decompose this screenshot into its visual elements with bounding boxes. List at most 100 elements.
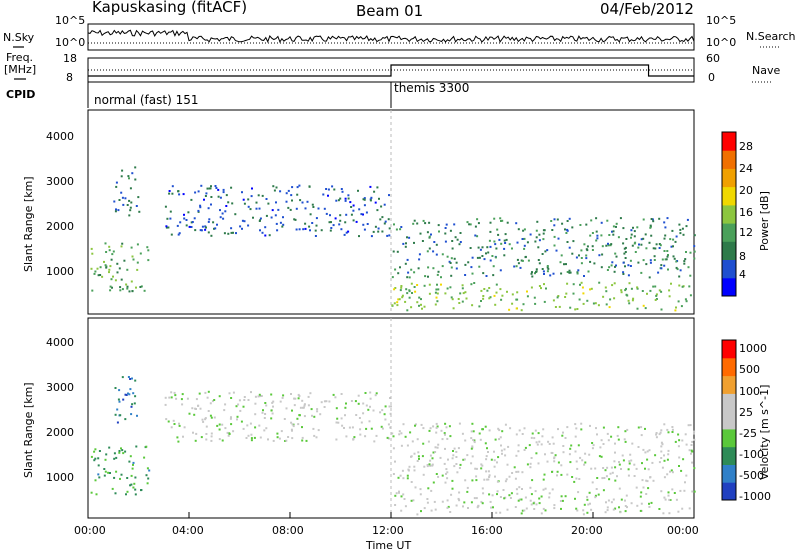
velocity-echo-cell — [164, 403, 167, 406]
velocity-colorbar-cell — [722, 428, 736, 448]
velocity-colorbar-cell — [722, 340, 736, 359]
velocity-echo-cell — [297, 397, 300, 400]
power-echo-cell — [285, 192, 288, 195]
velocity-echo-cell — [130, 474, 133, 477]
velocity-echo-cell — [501, 452, 503, 455]
velocity-echo-cell — [291, 423, 294, 426]
power-echo-cell — [112, 250, 115, 253]
velocity-echo-cell — [463, 458, 466, 461]
velocity-echo-cell — [372, 409, 375, 412]
velocity-echo-cell — [439, 456, 442, 459]
velocity-echo-cell — [691, 461, 694, 464]
power-echo-cell — [171, 185, 174, 188]
velocity-echo-cell — [644, 427, 646, 430]
velocity-echo-cell — [455, 456, 458, 458]
power-echo-cell — [586, 299, 589, 302]
velocity-echo-cell — [444, 422, 447, 425]
power-echo-cell — [462, 292, 465, 295]
velocity-echo-cell — [310, 408, 313, 411]
velocity-echo-cell — [569, 447, 572, 450]
velocity-echo-cell — [664, 498, 667, 501]
velocity-echo-cell — [514, 506, 517, 508]
velocity-echo-cell — [641, 479, 644, 482]
velocity-echo-cell — [521, 509, 524, 512]
velocity-echo-cell — [174, 394, 177, 397]
velocity-echo-cell — [557, 428, 559, 431]
power-echo-cell — [450, 257, 453, 260]
velocity-echo-cell — [603, 477, 606, 479]
power-colorbar-cell — [722, 132, 736, 151]
power-cb-tick-8: 8 — [739, 250, 746, 263]
velocity-echo-cell — [463, 501, 466, 504]
velocity-echo-cell — [544, 509, 547, 512]
power-echo-cell — [566, 229, 569, 232]
velocity-echo-cell — [486, 478, 489, 481]
power-echo-cell — [654, 285, 657, 288]
power-echo-cell — [325, 188, 328, 190]
power-echo-cell — [511, 302, 514, 305]
velocity-echo-cell — [328, 400, 331, 403]
velocity-echo-cell — [678, 456, 681, 459]
power-echo-cell — [188, 225, 191, 228]
power-echo-cell — [416, 301, 419, 304]
velocity-echo-cell — [103, 468, 106, 470]
velocity-echo-cell — [537, 462, 540, 465]
power-echo-cell — [585, 254, 588, 257]
velocity-echo-cell — [429, 459, 432, 462]
velocity-echo-cell — [613, 460, 616, 463]
velocity-echo-cell — [497, 427, 500, 430]
velocity-echo-cell — [357, 402, 360, 405]
velocity-echo-cell — [400, 444, 403, 447]
velocity-echo-cell — [114, 492, 117, 495]
velocity-echo-cell — [623, 438, 626, 441]
power-echo-cell — [147, 249, 150, 252]
power-echo-cell — [402, 242, 405, 245]
velocity-echo-cell — [607, 439, 610, 442]
power-echo-cell — [377, 230, 380, 233]
power-echo-cell — [408, 296, 411, 299]
velocity-echo-cell — [685, 474, 688, 477]
power-echo-cell — [337, 199, 340, 202]
power-ytick-3000: 3000 — [46, 175, 74, 188]
power-echo-cell — [682, 233, 685, 236]
power-echo-cell — [264, 234, 267, 237]
velocity-echo-cell — [458, 491, 461, 494]
velocity-echo-cell — [435, 473, 438, 475]
power-echo-cell — [478, 265, 481, 268]
power-echo-cell — [329, 214, 331, 217]
velocity-echo-cell — [586, 511, 589, 514]
power-echo-cell — [657, 271, 660, 274]
velocity-echo-cell — [297, 423, 300, 426]
velocity-echo-cell — [602, 489, 605, 492]
velocity-echo-cell — [553, 507, 556, 510]
power-echo-cell — [546, 266, 549, 269]
power-echo-cell — [393, 288, 396, 291]
velocity-echo-cell — [650, 501, 653, 504]
power-echo-cell — [116, 262, 119, 265]
power-echo-cell — [291, 186, 294, 189]
power-echo-cell — [168, 190, 171, 192]
velocity-echo-cell — [191, 407, 194, 410]
velocity-echo-cell — [271, 401, 274, 404]
power-echo-cell — [642, 304, 645, 307]
cpid-label: CPID — [6, 88, 36, 101]
power-echo-cell — [478, 256, 481, 259]
power-echo-cell — [688, 285, 691, 288]
power-echo-cell — [683, 262, 686, 265]
velocity-echo-cell — [533, 508, 536, 510]
power-echo-cell — [679, 232, 682, 235]
power-echo-cell — [663, 264, 666, 267]
velocity-echo-cell — [504, 423, 507, 426]
velocity-echo-cell — [658, 433, 661, 436]
power-echo-cell — [546, 249, 549, 252]
power-echo-cell — [534, 240, 537, 243]
power-echo-cell — [493, 217, 496, 220]
velocity-echo-cell — [627, 468, 630, 471]
power-echo-cell — [455, 261, 458, 264]
velocity-echo-cell — [617, 438, 620, 441]
power-echo-cell — [143, 289, 146, 292]
velocity-echo-cell — [461, 432, 464, 435]
velocity-echo-cell — [515, 454, 518, 457]
power-echo-cell — [320, 229, 323, 232]
velocity-echo-cell — [547, 440, 550, 443]
